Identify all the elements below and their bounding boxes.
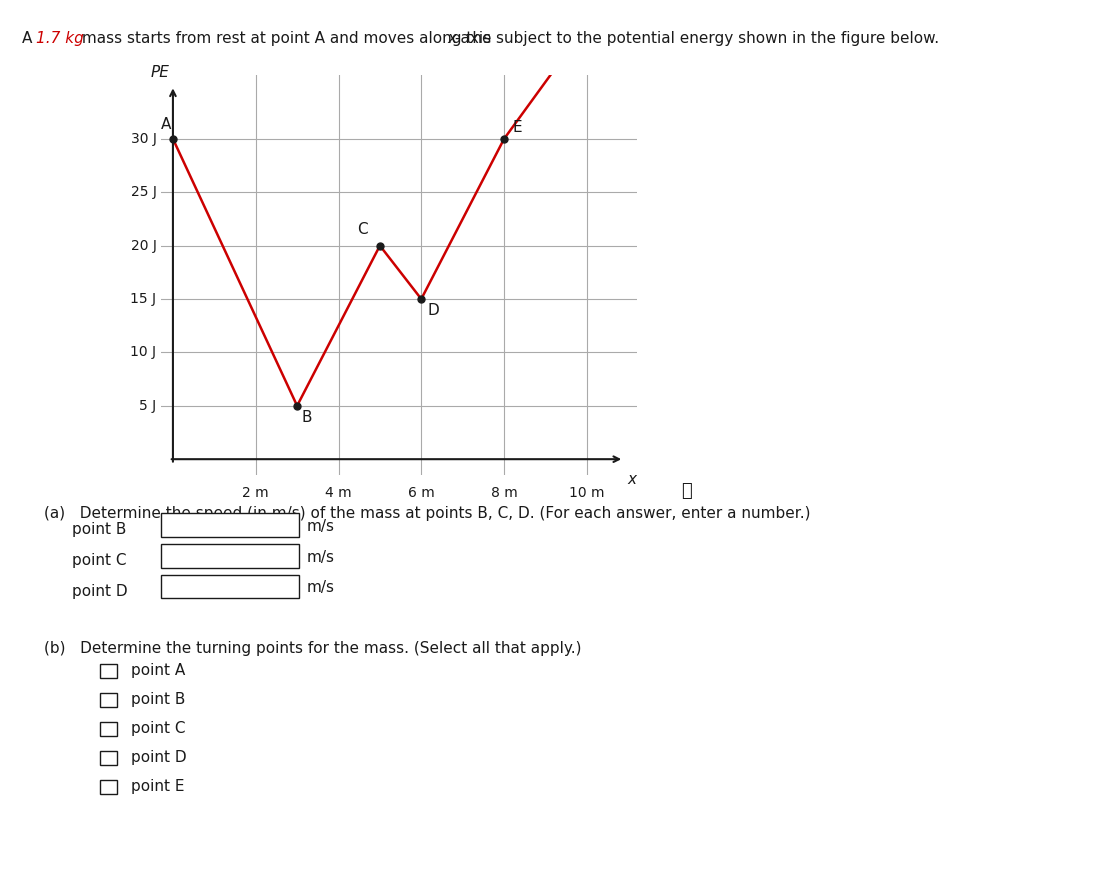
- Text: m/s: m/s: [307, 549, 334, 565]
- Bar: [100, 751, 117, 765]
- Bar: [161, 513, 299, 537]
- Text: 5 J: 5 J: [139, 399, 156, 413]
- Text: x: x: [628, 472, 637, 487]
- Text: 10 m: 10 m: [569, 486, 604, 500]
- Text: point D: point D: [131, 750, 186, 766]
- Text: A: A: [161, 117, 170, 133]
- Text: 20 J: 20 J: [131, 238, 156, 253]
- Text: ⓘ: ⓘ: [681, 482, 692, 500]
- Text: point B: point B: [131, 692, 185, 708]
- Bar: [100, 722, 117, 736]
- Text: 30 J: 30 J: [131, 132, 156, 146]
- Bar: [100, 693, 117, 707]
- Text: (a)   Determine the speed (in m/s) of the mass at points B, C, D. (For each answ: (a) Determine the speed (in m/s) of the …: [44, 506, 810, 521]
- Text: m/s: m/s: [307, 580, 334, 596]
- Text: point B: point B: [72, 522, 126, 538]
- Bar: [100, 664, 117, 678]
- Text: -axis subject to the potential energy shown in the figure below.: -axis subject to the potential energy sh…: [455, 31, 939, 46]
- Text: 10 J: 10 J: [131, 346, 156, 359]
- Text: PE: PE: [151, 65, 170, 80]
- Text: B: B: [301, 410, 312, 425]
- Bar: [100, 780, 117, 794]
- Text: D: D: [427, 304, 439, 319]
- Text: 25 J: 25 J: [131, 186, 156, 199]
- Text: C: C: [358, 222, 368, 237]
- Text: x: x: [447, 31, 457, 46]
- Text: point E: point E: [131, 779, 184, 795]
- Text: 8 m: 8 m: [490, 486, 517, 500]
- Text: point C: point C: [72, 553, 126, 568]
- Bar: [161, 544, 299, 568]
- Text: 2 m: 2 m: [242, 486, 269, 500]
- Text: m/s: m/s: [307, 518, 334, 534]
- Text: mass starts from rest at point A and moves along the: mass starts from rest at point A and mov…: [77, 31, 496, 46]
- Text: A: A: [22, 31, 38, 46]
- Text: point C: point C: [131, 721, 185, 737]
- Text: point A: point A: [131, 663, 185, 678]
- Text: 4 m: 4 m: [325, 486, 352, 500]
- Text: 15 J: 15 J: [131, 292, 156, 306]
- Text: (b)   Determine the turning points for the mass. (Select all that apply.): (b) Determine the turning points for the…: [44, 641, 582, 656]
- Text: 1.7 kg: 1.7 kg: [35, 31, 84, 46]
- Text: E: E: [513, 120, 523, 135]
- Text: 6 m: 6 m: [407, 486, 435, 500]
- Text: point D: point D: [72, 583, 127, 599]
- Bar: [161, 575, 299, 598]
